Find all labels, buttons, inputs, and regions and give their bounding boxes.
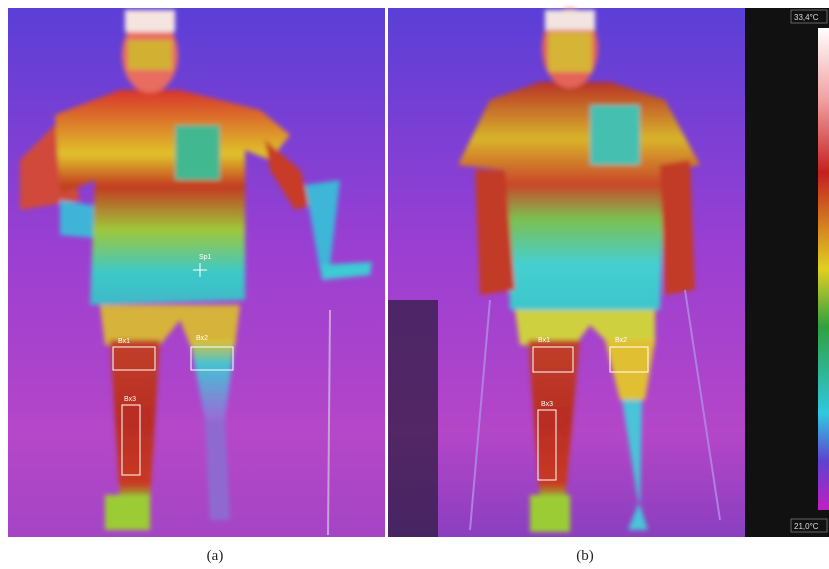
box-label: Bx1	[118, 338, 130, 345]
scale-min: 21,0°C	[794, 522, 819, 531]
box-label: Bx2	[196, 335, 208, 342]
thermal-image-b: Bx1 Bx2 Bx3	[388, 8, 745, 537]
scale-max: 33,4°C	[794, 13, 819, 22]
box-label: Bx2	[615, 337, 627, 344]
thermal-image-a: Sp1 Bx1 Bx2 Bx3	[8, 8, 385, 537]
spot-label: Sp1	[199, 254, 212, 261]
box-label: Bx3	[541, 401, 553, 408]
caption: (a)	[207, 548, 224, 564]
figure: Sp1 Bx1 Bx2 Bx3 Bx1 Bx2	[0, 0, 829, 569]
box-label: Bx3	[124, 396, 136, 403]
box-label: Bx1	[538, 337, 550, 344]
caption: (b)	[576, 548, 594, 564]
color-scale: 33,4°C 21,0°C	[745, 8, 829, 537]
color-bar	[818, 28, 829, 510]
